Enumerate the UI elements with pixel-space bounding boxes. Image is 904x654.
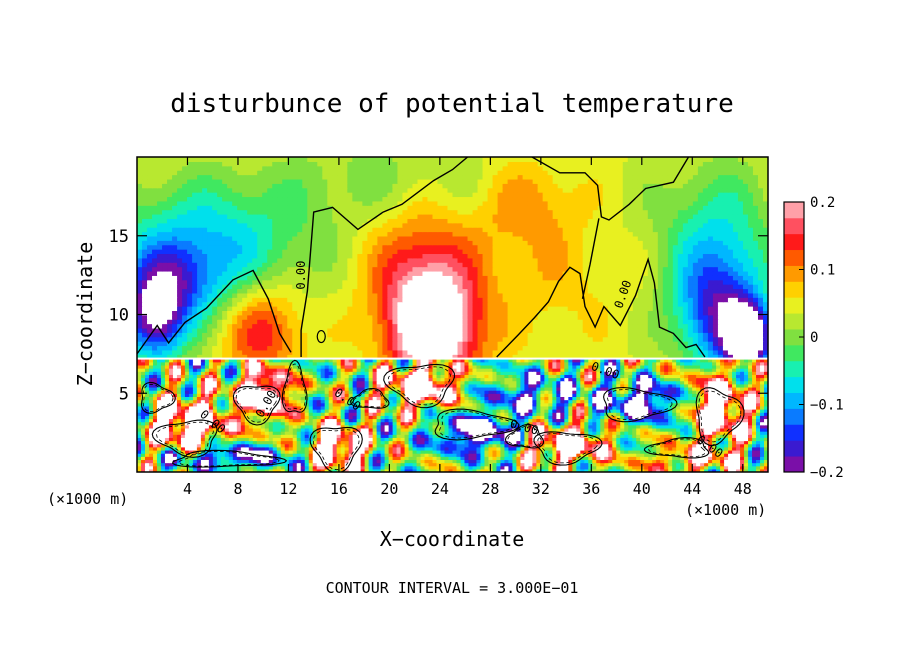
colorbar-segment bbox=[784, 329, 804, 346]
lower-contour-line-dashed bbox=[156, 421, 214, 456]
zero-contour-line bbox=[137, 269, 292, 355]
colorbar-segment bbox=[784, 297, 804, 314]
x-tick-label: 28 bbox=[481, 480, 499, 498]
y-tick-label: 15 bbox=[109, 227, 129, 247]
x-axis-label: X−coordinate bbox=[380, 527, 525, 551]
colorbar-segment bbox=[784, 440, 804, 457]
zero-contour-line bbox=[531, 157, 690, 221]
lower-contour-line bbox=[309, 426, 363, 472]
colorbar-segment bbox=[784, 360, 804, 378]
colorbar-tick-label: 0 bbox=[810, 330, 818, 346]
colorbar-tick-label: 0.1 bbox=[810, 263, 835, 279]
x-axis: 4 8 12 16 20 24 28 32 36 40 44 48 bbox=[183, 157, 752, 498]
y-tick-label: 5 bbox=[119, 384, 129, 404]
lower-contour-line bbox=[643, 437, 710, 459]
lower-contour-line-dashed bbox=[178, 450, 280, 467]
colorbar-segment bbox=[784, 233, 804, 251]
colorbar-segment bbox=[784, 281, 804, 298]
lower-contour-line-dashed bbox=[648, 438, 706, 458]
colorbar-tick-label: −0.2 bbox=[810, 465, 844, 481]
colorbar-tick-label: 0.2 bbox=[810, 195, 835, 211]
y-tick-label: 10 bbox=[109, 306, 129, 326]
lower-contour-line bbox=[232, 385, 281, 426]
colorbar-segment bbox=[784, 313, 804, 330]
zero-contour-line bbox=[581, 218, 600, 299]
x-tick-label: 32 bbox=[532, 480, 550, 498]
colorbar-segment bbox=[784, 424, 804, 441]
colorbar-segment bbox=[784, 202, 804, 219]
lower-contour-line-dashed bbox=[283, 363, 306, 410]
lower-contour-line bbox=[350, 387, 390, 409]
x-tick-label: 48 bbox=[734, 480, 752, 498]
y-axis: 5 10 15 bbox=[109, 227, 768, 404]
field-upper bbox=[137, 157, 768, 360]
y-axis-label: Z−coordinate bbox=[73, 242, 97, 387]
x-tick-label: 4 bbox=[183, 480, 192, 498]
lower-contour-line bbox=[434, 408, 520, 441]
lower-contour-line bbox=[695, 387, 745, 447]
lower-contour-line-dashed bbox=[235, 387, 278, 423]
contour-interval-note: CONTOUR INTERVAL = 3.000E−01 bbox=[326, 579, 579, 597]
x-tick-label: 44 bbox=[683, 480, 701, 498]
lower-contour-line bbox=[172, 449, 288, 468]
field-lower bbox=[137, 358, 768, 472]
small-contour-loop bbox=[316, 329, 326, 344]
lower-contour-line bbox=[281, 359, 308, 413]
colorbar-segment bbox=[784, 456, 804, 473]
lower-contour-line-dashed bbox=[387, 366, 451, 406]
lower-contour-line bbox=[140, 381, 176, 414]
colorbar-segment bbox=[784, 217, 804, 235]
lower-contour-line-dashed bbox=[439, 410, 514, 439]
colorbar-segment bbox=[784, 344, 804, 362]
x-tick-label: 12 bbox=[279, 480, 297, 498]
colorbar-segment bbox=[784, 265, 804, 282]
zero-contour-line bbox=[300, 157, 469, 357]
x-tick-label: 40 bbox=[633, 480, 651, 498]
lower-contour-line-dashed bbox=[537, 433, 599, 464]
lower-contour-line-dashed bbox=[142, 383, 174, 412]
lower-contour-line bbox=[504, 423, 545, 449]
x-tick-label: 20 bbox=[380, 480, 398, 498]
colorbar-tick-label: −0.1 bbox=[810, 398, 844, 414]
x-tick-label: 36 bbox=[582, 480, 600, 498]
lower-contour-line-dashed bbox=[507, 425, 542, 448]
lower-contour-line bbox=[383, 363, 456, 409]
x-tick-label: 24 bbox=[431, 480, 449, 498]
contour-label: 0.00 bbox=[294, 261, 308, 290]
colorbar-segment bbox=[784, 408, 804, 425]
colorbar: 0.2 0.1 0 −0.1 −0.2 bbox=[783, 195, 844, 481]
colorbar-segment bbox=[784, 249, 804, 266]
lower-contour-line-dashed bbox=[352, 389, 388, 408]
x-axis-unit-left: (×1000 m) bbox=[47, 490, 128, 508]
x-tick-label: 8 bbox=[233, 480, 242, 498]
plot-area: 0.000.000.000.000.00 0.000.000.00 bbox=[136, 156, 769, 473]
lower-contour-line bbox=[533, 431, 603, 466]
lower-contour-line-dashed bbox=[607, 389, 673, 420]
x-tick-label: 16 bbox=[330, 480, 348, 498]
zero-contour-line bbox=[496, 257, 706, 358]
lower-contour-line bbox=[603, 386, 678, 423]
chart-title: disturbunce of potential temperature bbox=[170, 89, 734, 119]
lower-contour-line-dashed bbox=[312, 429, 360, 471]
colorbar-segment bbox=[784, 376, 804, 393]
colorbar-segment bbox=[784, 392, 804, 409]
layer-boundary bbox=[137, 357, 768, 360]
lower-contour-line bbox=[151, 419, 218, 458]
x-axis-unit-right: (×1000 m) bbox=[685, 501, 766, 519]
